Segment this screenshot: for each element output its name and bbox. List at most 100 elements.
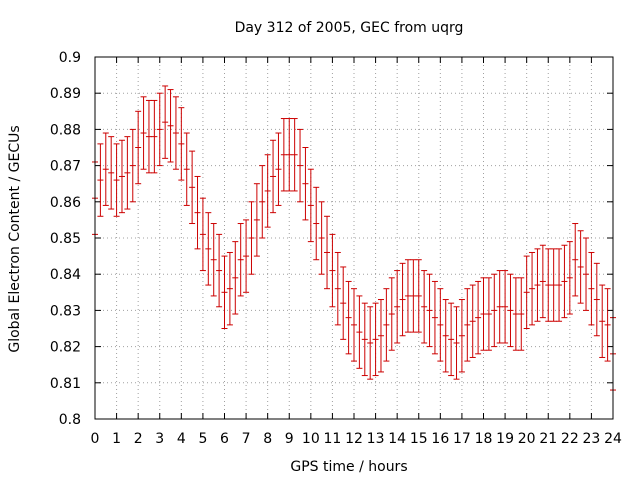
x-tick-label: 0 [91,431,100,447]
error-bar-point [566,241,573,315]
x-tick-label: 19 [496,431,514,447]
error-bar-point [604,288,611,362]
error-bar-point [491,273,498,348]
error-bar-point [340,266,347,340]
x-tick-label: 18 [475,431,493,447]
error-bar-point [507,273,514,348]
y-tick-label: 0.87 [50,159,81,175]
error-bar-point [140,96,147,170]
x-axis-label: GPS time / hours [290,459,407,475]
error-bar-point [539,244,546,319]
error-bar-point [502,270,509,344]
error-bar-point [172,96,179,170]
x-tick-label: 3 [155,431,164,447]
error-bar-point [259,165,266,239]
error-bar-point [485,277,492,351]
error-bar-point [307,168,314,243]
error-bar-point [534,248,541,322]
plot-frame [94,56,614,420]
error-bar-point [151,99,158,174]
error-bar-point [469,284,476,358]
error-bar-point [345,280,352,355]
error-bar-point [167,89,174,163]
error-bar-point [556,248,563,322]
chart-title: Day 312 of 2005, GEC from uqrg [235,20,464,36]
error-bar-point [383,288,390,362]
error-bar-point [275,132,282,206]
x-tick-label: 4 [177,431,186,447]
error-bar-point [480,277,487,351]
y-tick-label: 0.84 [50,267,81,283]
error-bar-point [388,277,395,351]
error-bar-point [291,118,298,192]
y-tick-label: 0.89 [50,86,81,102]
error-bar-point [253,183,260,257]
error-bar-point [583,237,590,311]
error-bar-point [124,136,131,210]
error-bar-point [523,255,530,329]
y-tick-label: 0.82 [50,340,81,356]
error-bar-point [329,233,336,308]
error-bar-point [264,154,271,228]
error-bar-point [356,295,363,369]
error-bar-point [367,306,374,380]
x-tick-label: 11 [324,431,342,447]
error-bar-point [529,251,536,326]
x-tick-label: 22 [561,431,579,447]
y-axis-label: Global Electron Content / GECUs [7,125,23,352]
error-bar-point [232,241,239,315]
error-bar-point [97,143,104,217]
y-tick-label: 0.81 [50,376,81,392]
error-bar-point [496,270,503,344]
x-tick-label: 6 [220,431,229,447]
error-bar-point [156,92,163,167]
tick-labels: 0 1 2 3 4 5 6 7 8 9 10 11 12 13 14 15 16 17 18 19 20 21 22 23 24… [50,50,622,447]
error-bar-point [237,223,244,297]
error-bar-point [464,288,471,362]
x-tick-label: 20 [518,431,536,447]
error-bar-point [421,270,428,344]
error-bar-point [194,175,201,250]
error-bar-point [351,288,357,362]
error-bar-point [162,85,169,159]
x-tick-label: 7 [242,431,251,447]
error-bar-point [102,132,109,206]
error-bar-point [453,306,460,380]
data-series [92,85,616,391]
y-tick-label: 0.83 [50,303,81,319]
grid [95,57,613,419]
error-bar-point [518,277,525,351]
axis-ticks [94,56,614,420]
error-bar-point [361,302,368,377]
x-tick-label: 8 [263,431,272,447]
error-bar-point [475,280,482,355]
error-bar-point [113,143,120,217]
x-tick-label: 21 [539,431,557,447]
error-bar-point [372,302,379,377]
x-tick-label: 16 [431,431,449,447]
error-bar-point [248,201,255,275]
error-bar-point [394,270,401,344]
error-bar-point [437,288,444,362]
error-bar-point [577,230,584,304]
error-bar-point [588,251,595,326]
x-tick-label: 9 [285,431,294,447]
error-bar-point [108,136,115,210]
error-bar-point [545,248,552,322]
x-tick-label: 2 [134,431,143,447]
y-tick-label: 0.88 [50,122,81,138]
error-bar-point [226,251,233,326]
error-bar-point [189,150,196,225]
error-bar-point [243,219,250,293]
x-tick-label: 1 [112,431,121,447]
error-bar-point [377,299,384,373]
error-bar-point [334,251,341,326]
x-tick-label: 15 [410,431,428,447]
error-bar-point [297,128,304,203]
error-bar-point [313,186,320,261]
error-bar-point [426,273,433,348]
error-bar-point [178,107,185,181]
error-bar-point [399,262,406,337]
x-tick-label: 12 [345,431,363,447]
